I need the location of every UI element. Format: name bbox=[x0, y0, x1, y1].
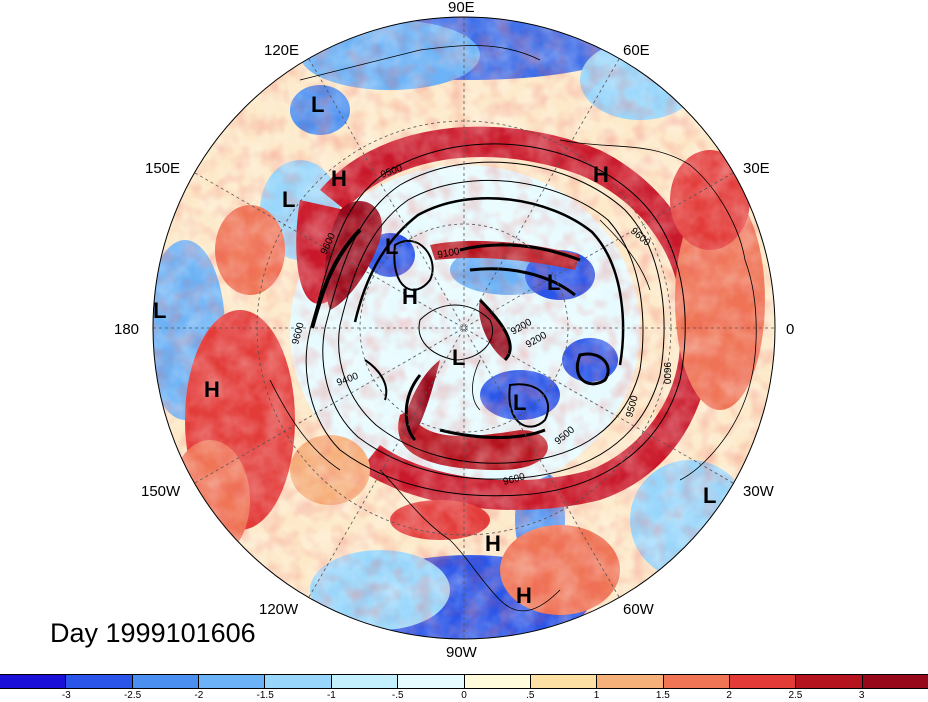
date-title: Day 1999101606 bbox=[50, 618, 256, 648]
colorbar-tick-label: .5 bbox=[526, 690, 535, 701]
lon-label-90w: 90W bbox=[446, 644, 478, 661]
colorbar-tick-label: 1.5 bbox=[655, 690, 670, 701]
map-boundary bbox=[152, 16, 776, 640]
colorbar bbox=[0, 674, 928, 689]
colorbar-swatch bbox=[331, 675, 399, 688]
pressure-centers: L H L H L H L L L L H H L H H bbox=[153, 92, 716, 608]
lon-label-30e: 30E bbox=[743, 160, 770, 177]
height-contours bbox=[305, 143, 686, 497]
colorbar-tick-label: 1 bbox=[593, 690, 600, 701]
colorbar-swatch bbox=[132, 675, 200, 688]
contour-label: 9100 bbox=[437, 246, 461, 261]
graticule bbox=[153, 17, 775, 639]
colorbar-swatch bbox=[862, 675, 928, 688]
colorbar-swatch bbox=[398, 675, 465, 688]
high-center-marker: H bbox=[516, 583, 532, 608]
colorbar-tick-label: 2 bbox=[726, 690, 732, 701]
colorbar-swatch bbox=[597, 675, 664, 688]
lon-label-150e: 150E bbox=[145, 160, 180, 177]
colorbar-tick-label: -1 bbox=[326, 690, 336, 701]
low-center-marker: L bbox=[703, 483, 716, 508]
longitude-labels: 90E 60E 30E 0 30W 60W 90W 120W 150W 180 … bbox=[114, 0, 794, 661]
colorbar-tick-label: 0 bbox=[461, 690, 467, 701]
colorbar-swatch bbox=[265, 675, 332, 688]
lon-label-120e: 120E bbox=[264, 42, 299, 59]
colorbar-tick-label: -1.5 bbox=[256, 690, 274, 701]
lon-label-90e: 90E bbox=[448, 0, 475, 16]
colorbar-tick-label: -.5 bbox=[391, 690, 404, 701]
colorbar-swatch bbox=[729, 675, 797, 688]
low-center-marker: L bbox=[282, 187, 295, 212]
colorbar-swatch bbox=[464, 675, 531, 688]
colorbar-tick-label: -2.5 bbox=[123, 690, 142, 701]
colorbar-tick-label: 3 bbox=[858, 690, 865, 701]
low-center-marker: L bbox=[385, 234, 398, 259]
colorbar-tick-label: -3 bbox=[61, 690, 71, 701]
colorbar-swatch bbox=[663, 675, 730, 688]
colorbar-swatch bbox=[530, 675, 598, 688]
low-center-marker: L bbox=[311, 92, 324, 117]
colorbar-swatch bbox=[66, 675, 133, 688]
high-center-marker: H bbox=[204, 377, 220, 402]
colorbar-swatch bbox=[0, 675, 67, 688]
high-center-marker: H bbox=[402, 284, 418, 309]
high-center-marker: H bbox=[593, 162, 609, 187]
lon-label-0: 0 bbox=[786, 321, 794, 338]
contour-label: 9600 bbox=[661, 362, 672, 385]
low-center-marker: L bbox=[153, 298, 166, 323]
colorbar-tick-label: -2 bbox=[194, 690, 204, 701]
high-center-marker: H bbox=[331, 166, 347, 191]
colorbar-swatch bbox=[199, 675, 266, 688]
lon-label-120w: 120W bbox=[259, 601, 299, 618]
lon-label-60w: 60W bbox=[623, 601, 655, 618]
colorbar-tick-label: 2.5 bbox=[788, 690, 803, 701]
lon-label-30w: 30W bbox=[743, 483, 775, 500]
low-center-marker: L bbox=[513, 390, 526, 415]
low-center-marker: L bbox=[547, 270, 560, 295]
coastlines bbox=[269, 45, 757, 612]
colorbar-tick-labels: -3 -2.5 -2 -1.5 -1 -.5 0 .5 1 1.5 2 2.5 3 bbox=[0, 690, 928, 702]
high-center-marker: H bbox=[485, 531, 501, 556]
lon-label-180: 180 bbox=[114, 321, 139, 338]
low-center-marker: L bbox=[452, 345, 465, 370]
lon-label-150w: 150W bbox=[141, 483, 181, 500]
colorbar-swatch bbox=[796, 675, 863, 688]
lon-label-60e: 60E bbox=[623, 42, 650, 59]
